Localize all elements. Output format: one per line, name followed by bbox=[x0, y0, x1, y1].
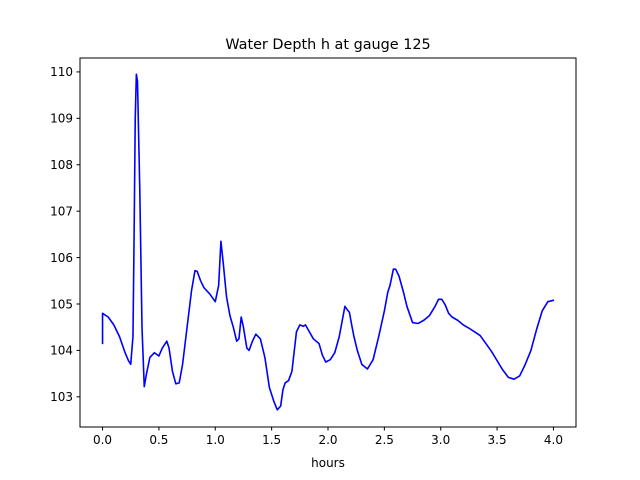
x-tick-label: 0.5 bbox=[149, 433, 168, 447]
y-axis: 103 104 105 106 107 108 109 110 bbox=[50, 65, 80, 404]
x-tick-label: 1.5 bbox=[262, 433, 281, 447]
series-layer bbox=[101, 73, 555, 411]
x-tick-label: 3.0 bbox=[431, 433, 450, 447]
y-tick-label: 109 bbox=[50, 112, 73, 126]
series-line-0 bbox=[101, 73, 555, 411]
x-axis-label: hours bbox=[311, 456, 345, 470]
x-tick-label: 2.0 bbox=[318, 433, 337, 447]
x-tick-label: 0.0 bbox=[93, 433, 112, 447]
plot-area bbox=[80, 58, 576, 427]
y-tick-label: 103 bbox=[50, 390, 73, 404]
x-tick-label: 2.5 bbox=[375, 433, 394, 447]
x-tick-label: 4.0 bbox=[544, 433, 563, 447]
chart-title: Water Depth h at gauge 125 bbox=[225, 37, 430, 53]
x-tick-label: 1.0 bbox=[206, 433, 225, 447]
y-tick-label: 106 bbox=[50, 251, 73, 265]
y-tick-label: 107 bbox=[50, 204, 73, 218]
y-tick-label: 105 bbox=[50, 297, 73, 311]
y-tick-label: 110 bbox=[50, 65, 73, 79]
x-axis: 0.0 0.5 1.0 1.5 2.0 2.5 3.0 3.5 4.0 bbox=[93, 427, 563, 447]
y-tick-label: 108 bbox=[50, 158, 73, 172]
x-tick-label: 3.5 bbox=[488, 433, 507, 447]
y-tick-label: 104 bbox=[50, 344, 73, 358]
